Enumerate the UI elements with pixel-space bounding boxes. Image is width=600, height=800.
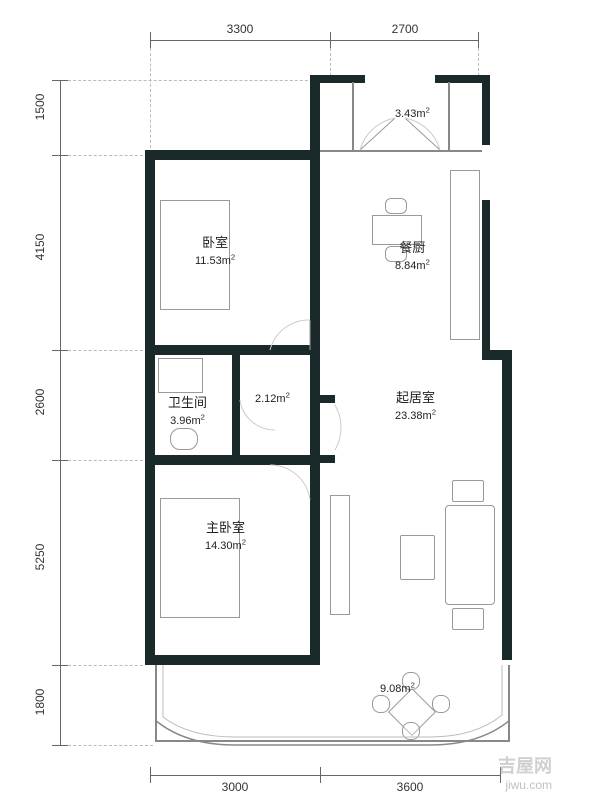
watermark-text-2: jiwu.com [498, 778, 552, 792]
door-arcs [0, 0, 600, 800]
watermark-text-1: 吉屋网 [498, 752, 552, 778]
watermark: 吉屋网 jiwu.com [498, 752, 552, 792]
